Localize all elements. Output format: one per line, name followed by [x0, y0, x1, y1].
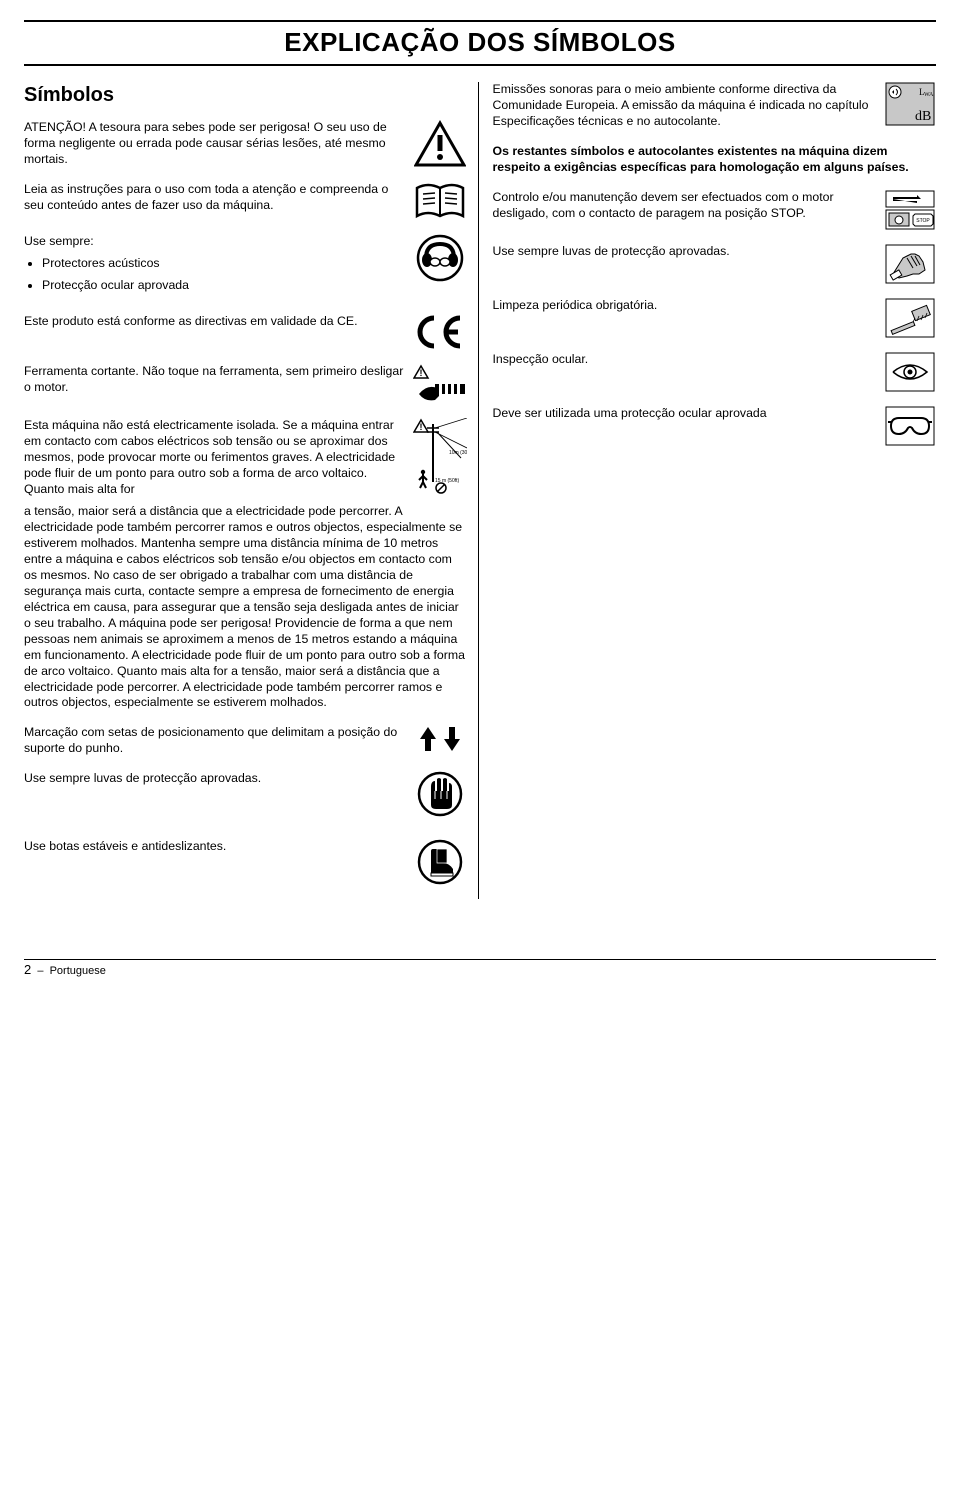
arrows-text: Marcação com setas de posicionamento que… — [24, 725, 404, 757]
stop-text: Controlo e/ou manutenção devem ser efect… — [493, 190, 877, 222]
gloves-text: Use sempre luvas de protecção aprovadas. — [24, 771, 404, 787]
use-sempre-label: Use sempre: — [24, 234, 404, 250]
svg-text:STOP: STOP — [916, 218, 930, 224]
page-number: 2 — [24, 962, 31, 977]
svg-text:WA: WA — [924, 92, 934, 98]
page-footer: 2 – Portuguese — [24, 959, 936, 979]
warning-triangle-icon — [412, 120, 468, 168]
boots-text: Use botas estáveis e antideslizantes. — [24, 839, 404, 855]
svg-text:dB: dB — [915, 109, 931, 124]
svg-text:!: ! — [419, 368, 422, 378]
entry-gloves-2: Use sempre luvas de protecção aprovadas. — [493, 244, 937, 284]
noise-text: Emissões sonoras para o meio ambiente co… — [493, 82, 877, 130]
left-column: Símbolos ATENÇÃO! A tesoura para sebes p… — [24, 82, 479, 900]
page-title: EXPLICAÇÃO DOS SÍMBOLOS — [24, 20, 936, 66]
entry-ce: Este produto está conforme as directivas… — [24, 314, 468, 350]
electricity-text-cont: a tensão, maior será a distância que a e… — [24, 504, 468, 712]
entry-electricity: Esta máquina não está electricamente iso… — [24, 418, 468, 498]
eye-box-icon — [884, 352, 936, 392]
section-heading: Símbolos — [24, 82, 468, 108]
cutting-text: Ferramenta cortante. Não toque na ferram… — [24, 364, 404, 396]
entry-manual: Leia as instruções para o uso com toda a… — [24, 182, 468, 220]
entry-stop: Controlo e/ou manutenção devem ser efect… — [493, 190, 937, 230]
entry-gloves: Use sempre luvas de protecção aprovadas. — [24, 771, 468, 817]
ppe-text: Use sempre: Protectores acústicos Protec… — [24, 234, 404, 300]
cleaning-text: Limpeza periódica obrigatória. — [493, 298, 877, 314]
entry-eye-protection: Deve ser utilizada uma protecção ocular … — [493, 406, 937, 446]
ppe-item-2: Protecção ocular aprovada — [42, 278, 404, 294]
ppe-list: Protectores acústicos Protecção ocular a… — [24, 256, 404, 294]
goggles-box-icon — [884, 406, 936, 446]
electricity-text-start: Esta máquina não está electricamente iso… — [24, 418, 404, 498]
manual-book-icon — [412, 182, 468, 220]
entry-cutting-tool: Ferramenta cortante. Não toque na ferram… — [24, 364, 468, 404]
gloves-box-icon — [884, 244, 936, 284]
right-column: Emissões sonoras para o meio ambiente co… — [479, 82, 937, 900]
footer-lang: Portuguese — [50, 965, 106, 977]
manual-text: Leia as instruções para o uso com toda a… — [24, 182, 404, 214]
entry-ppe: Use sempre: Protectores acústicos Protec… — [24, 234, 468, 300]
entry-noise: Emissões sonoras para o meio ambiente co… — [493, 82, 937, 130]
gloves2-text: Use sempre luvas de protecção aprovadas. — [493, 244, 877, 260]
eye-prot-text: Deve ser utilizada uma protecção ocular … — [493, 406, 877, 422]
svg-text:10m (30ft): 10m (30ft) — [449, 450, 467, 456]
entry-inspection: Inspecção ocular. — [493, 352, 937, 392]
entry-warning: ATENÇÃO! A tesoura para sebes pode ser p… — [24, 120, 468, 168]
inspection-text: Inspecção ocular. — [493, 352, 877, 368]
gloves-circle-icon — [412, 771, 468, 817]
other-symbols-note: Os restantes símbolos e autocolantes exi… — [493, 144, 937, 176]
brush-box-icon — [884, 298, 936, 338]
ce-text: Este produto está conforme as directivas… — [24, 314, 404, 330]
entry-cleaning: Limpeza periódica obrigatória. — [493, 298, 937, 338]
two-column-layout: Símbolos ATENÇÃO! A tesoura para sebes p… — [24, 82, 936, 900]
cutting-hazard-icon: ! — [412, 364, 468, 404]
svg-text:!: ! — [419, 422, 422, 432]
entry-boots: Use botas estáveis e antideslizantes. — [24, 839, 468, 885]
ear-eye-protection-icon — [412, 234, 468, 282]
stop-switch-icon: STOP — [884, 190, 936, 230]
boots-circle-icon — [412, 839, 468, 885]
ce-mark-icon — [412, 314, 468, 350]
entry-arrows: Marcação com setas de posicionamento que… — [24, 725, 468, 757]
ppe-item-1: Protectores acústicos — [42, 256, 404, 272]
power-line-distance-icon: ! 10m (30ft) 15 m (50ft) — [412, 418, 468, 494]
warning-text: ATENÇÃO! A tesoura para sebes pode ser p… — [24, 120, 404, 168]
position-arrows-icon — [412, 725, 468, 753]
noise-db-icon: L WA dB — [884, 82, 936, 126]
